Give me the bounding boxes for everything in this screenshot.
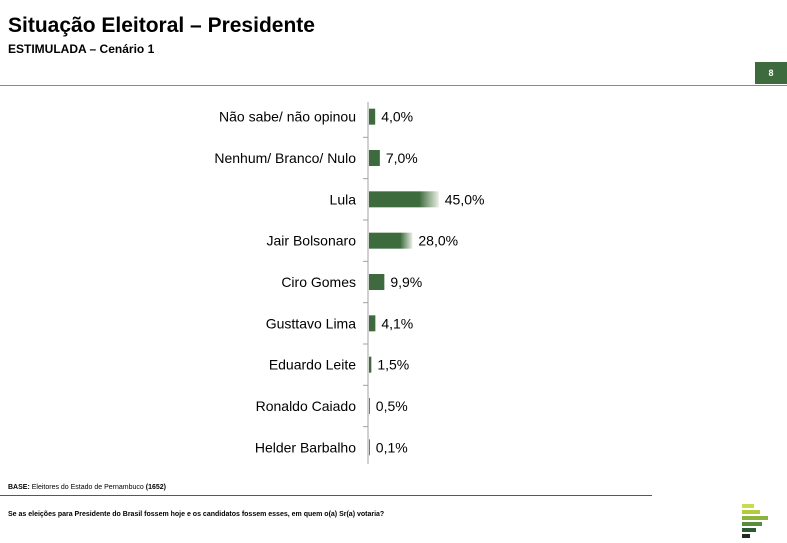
page-subtitle: ESTIMULADA – Cenário 1: [8, 42, 155, 56]
bar: [369, 315, 376, 332]
bar-chart: Não sabe/ não opinou 4,0% Nenhum/ Branco/ …: [214, 102, 485, 464]
category-label: Eduardo Leite: [269, 357, 356, 373]
page-number-badge: 8: [755, 62, 787, 84]
bar: [369, 232, 413, 249]
header-divider: [0, 85, 787, 86]
base-count: (1652): [145, 484, 166, 491]
bar: [369, 439, 370, 456]
category-label: Jair Bolsonaro: [267, 233, 357, 249]
category-label: Helder Barbalho: [255, 439, 356, 455]
category-label: Não sabe/ não opinou: [219, 109, 356, 125]
data-label: 1,5%: [377, 357, 409, 373]
base-text: Eleitores do Estado de Pernambuco: [29, 484, 146, 491]
data-label: 9,9%: [390, 274, 422, 290]
bar: [369, 356, 372, 373]
data-label: 7,0%: [386, 150, 418, 166]
category-label: Nenhum/ Branco/ Nulo: [214, 150, 356, 166]
survey-question: Se as eleições para Presidente do Brasil…: [8, 511, 385, 518]
data-label: 4,0%: [381, 109, 413, 125]
base-note: BASE: Eleitores do Estado de Pernambuco …: [8, 484, 166, 491]
data-label: 28,0%: [418, 233, 458, 249]
category-label: Gusttavo Lima: [266, 315, 356, 331]
category-label: Ciro Gomes: [281, 274, 356, 290]
bar: [369, 398, 370, 414]
data-label: 0,1%: [376, 439, 408, 455]
bar: [369, 274, 385, 290]
base-label: BASE:: [8, 484, 30, 491]
data-label: 45,0%: [445, 191, 485, 207]
category-label: Lula: [330, 191, 357, 207]
bar: [369, 108, 376, 125]
page-title: Situação Eleitoral – Presidente: [8, 14, 315, 37]
footer-divider: [0, 495, 652, 496]
category-label: Ronaldo Caiado: [256, 398, 357, 414]
data-label: 4,1%: [381, 315, 413, 331]
bar: [369, 150, 380, 166]
bar: [369, 191, 439, 208]
data-label: 0,5%: [376, 398, 408, 414]
stacked-bars-logo-icon: [742, 504, 768, 538]
